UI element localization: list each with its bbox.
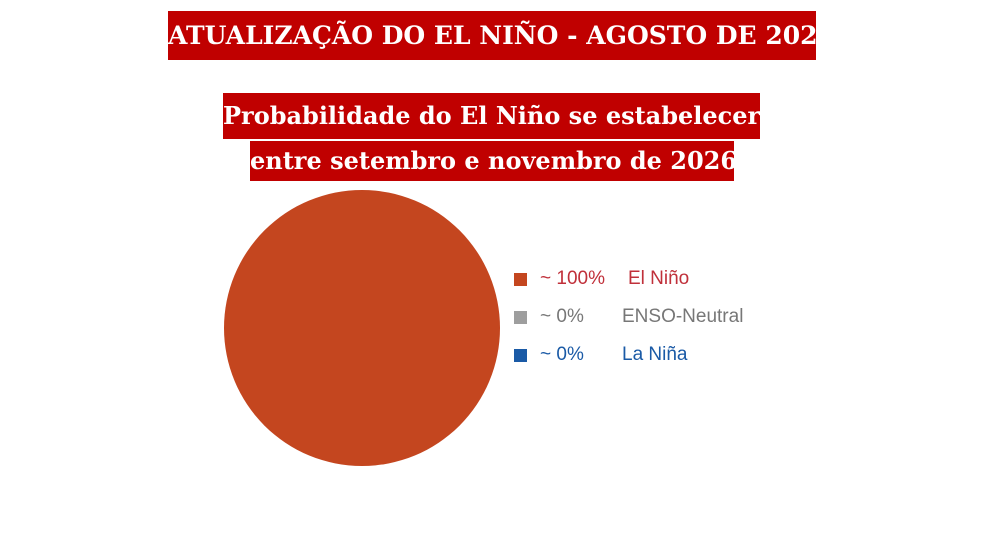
- chart-subtitle-line-1: Probabilidade do El Niño se estabelecer: [223, 93, 760, 139]
- chart-subtitle-line-2: entre setembro e novembro de 2026: [250, 141, 737, 181]
- pie-chart: [224, 190, 500, 466]
- legend-label-la-nina: La Niña: [622, 344, 688, 365]
- page-title: ATUALIZAÇÃO DO EL NIÑO - AGOSTO DE 2026: [168, 11, 835, 60]
- legend-swatch-el-nino: [514, 273, 527, 286]
- chart-legend: ~ 100% El Niño ~ 0% ENSO-Neutral ~ 0% La…: [514, 262, 814, 376]
- legend-value-enso-neutral: ~ 0%: [540, 306, 584, 327]
- legend-value-el-nino: ~ 100%: [540, 268, 605, 289]
- legend-swatch-enso-neutral: [514, 311, 527, 324]
- legend-label-enso-neutral: ENSO-Neutral: [622, 306, 744, 327]
- legend-item-enso-neutral: ~ 0% ENSO-Neutral: [514, 300, 814, 338]
- legend-swatch-la-nina: [514, 349, 527, 362]
- legend-label-el-nino: El Niño: [628, 268, 690, 289]
- legend-item-el-nino: ~ 100% El Niño: [514, 262, 814, 300]
- pie-slice-el-ni-o: [224, 190, 500, 466]
- legend-item-la-nina: ~ 0% La Niña: [514, 338, 814, 376]
- legend-value-la-nina: ~ 0%: [540, 344, 584, 365]
